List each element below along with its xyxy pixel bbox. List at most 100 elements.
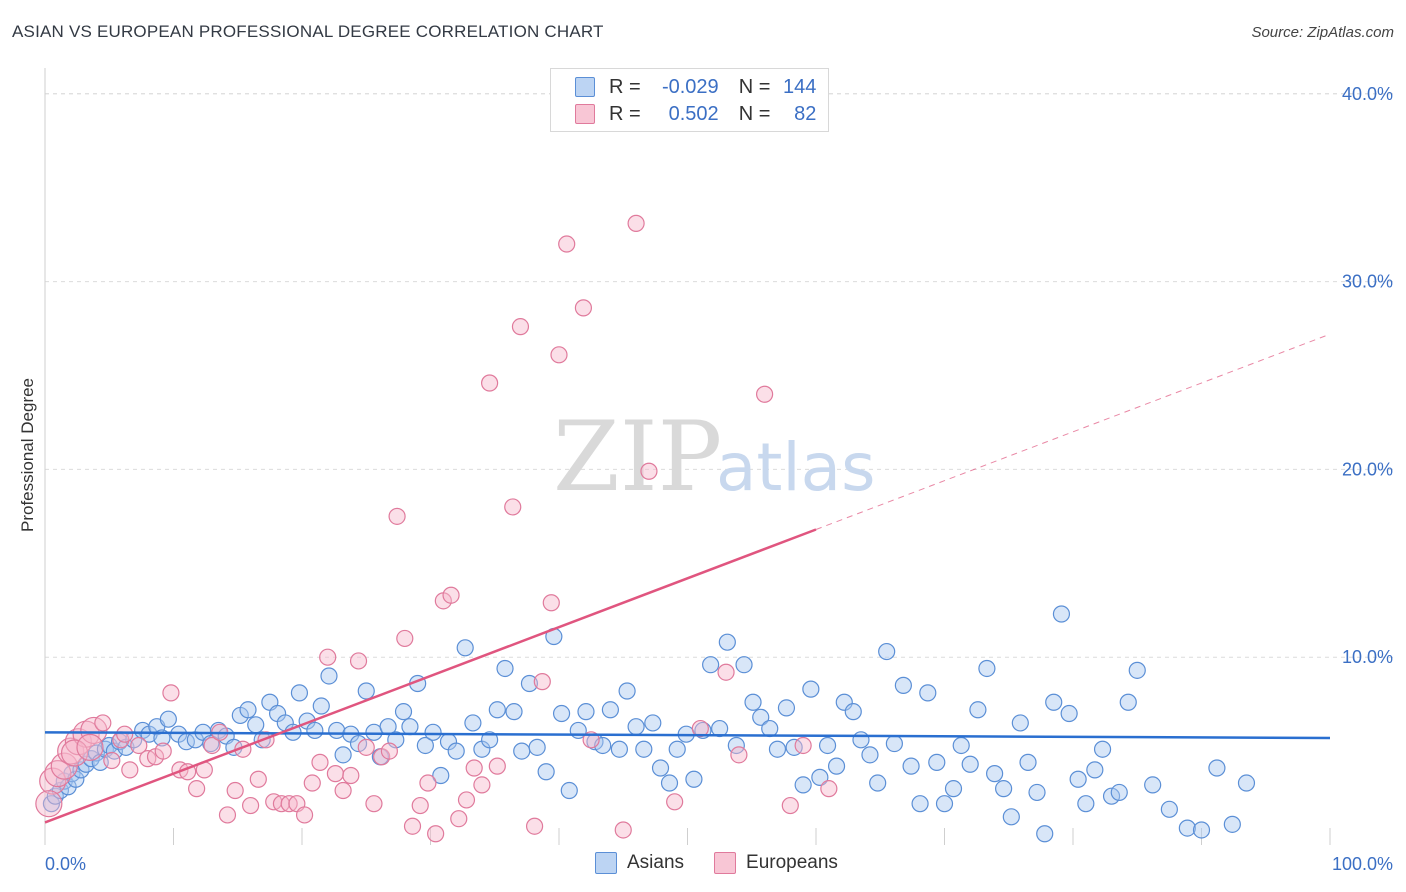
asian-point bbox=[777, 699, 796, 717]
asians-legend-label: Asians bbox=[627, 852, 685, 873]
asian-point bbox=[844, 703, 862, 721]
asian-point bbox=[159, 710, 177, 728]
legend-row-europeans: R = 0.502 N = 82 bbox=[575, 101, 816, 127]
europeans-trend-extension bbox=[815, 333, 1331, 530]
asian-point bbox=[852, 731, 870, 749]
asian-point bbox=[306, 721, 324, 740]
x-tick-label: 100.0% bbox=[1332, 854, 1393, 874]
european-point bbox=[35, 790, 63, 818]
asian-point bbox=[794, 776, 812, 794]
asian-point bbox=[394, 703, 413, 721]
correlation-legend: R = -0.029 N = 144 R = 0.502 N = 82 bbox=[550, 68, 829, 132]
y-tick-label: 40.0% bbox=[1342, 84, 1393, 104]
asian-point bbox=[1060, 704, 1078, 723]
european-point bbox=[473, 776, 491, 794]
asian-point bbox=[1052, 605, 1071, 623]
legend-n-value: 82 bbox=[794, 102, 817, 125]
asian-point bbox=[1028, 783, 1046, 802]
chart-title: ASIAN VS EUROPEAN PROFESSIONAL DEGREE CO… bbox=[12, 22, 604, 41]
asian-point bbox=[1160, 800, 1178, 818]
asian-point bbox=[752, 708, 770, 726]
asian-point bbox=[1069, 770, 1087, 788]
european-point bbox=[411, 796, 429, 815]
european-point bbox=[203, 736, 221, 755]
asian-point bbox=[505, 703, 523, 721]
asian-point bbox=[711, 719, 729, 738]
asian-point bbox=[744, 693, 762, 711]
european-point bbox=[730, 746, 748, 764]
european-point bbox=[481, 374, 499, 392]
watermark-zip: ZIP bbox=[553, 401, 722, 513]
x-tick-label: 0.0% bbox=[45, 854, 86, 874]
legend-row-asians: R = -0.029 N = 144 bbox=[575, 74, 816, 100]
asian-point bbox=[1086, 761, 1104, 779]
european-point bbox=[488, 757, 506, 775]
european-point bbox=[162, 684, 180, 702]
asian-point bbox=[986, 765, 1004, 783]
asian-point bbox=[761, 719, 779, 738]
european-point bbox=[820, 780, 838, 798]
asian-point bbox=[1178, 819, 1196, 837]
asian-point bbox=[978, 659, 996, 678]
european-point bbox=[533, 673, 551, 691]
asian-point bbox=[885, 734, 903, 753]
asian-point bbox=[935, 795, 954, 813]
asian-point bbox=[537, 763, 555, 781]
asian-point bbox=[1208, 759, 1226, 777]
asian-point bbox=[735, 656, 753, 674]
legend-item-europeans: Europeans bbox=[714, 852, 838, 874]
european-point bbox=[365, 795, 383, 813]
asian-point bbox=[618, 682, 636, 700]
legend-r-label: R = bbox=[609, 75, 641, 98]
source-label: Source: ZipAtlas.com bbox=[1251, 24, 1394, 41]
asian-point bbox=[290, 684, 309, 702]
asian-point bbox=[464, 714, 482, 732]
legend-n-value: 144 bbox=[783, 75, 817, 98]
asian-point bbox=[401, 718, 419, 736]
asian-point bbox=[702, 656, 720, 674]
asian-point bbox=[668, 740, 686, 758]
european-point bbox=[558, 235, 576, 253]
european-point bbox=[403, 817, 422, 835]
asian-point bbox=[1223, 815, 1241, 833]
asian-point bbox=[424, 723, 442, 741]
europeans-trend-line bbox=[44, 528, 817, 824]
asian-point bbox=[627, 718, 645, 736]
legend-r-value: 0.502 bbox=[668, 102, 719, 125]
asian-point bbox=[827, 757, 846, 775]
series-legend: Asians Europeans bbox=[595, 852, 868, 874]
european-point bbox=[388, 507, 406, 525]
asian-point bbox=[1036, 825, 1054, 843]
european-point bbox=[116, 725, 134, 743]
asian-point bbox=[878, 642, 896, 661]
asian-point bbox=[87, 744, 106, 762]
asian-point bbox=[1093, 740, 1112, 758]
legend-item-asians: Asians bbox=[595, 852, 684, 874]
asian-point bbox=[718, 633, 736, 651]
asian-point bbox=[969, 701, 987, 719]
asian-point bbox=[528, 738, 546, 756]
european-point bbox=[419, 774, 437, 792]
european-point bbox=[60, 739, 89, 767]
european-point bbox=[640, 462, 658, 480]
european-point bbox=[691, 719, 709, 738]
european-point bbox=[666, 793, 684, 811]
series-europeans bbox=[35, 214, 838, 843]
european-point bbox=[326, 765, 345, 783]
y-tick-label: 10.0% bbox=[1342, 647, 1393, 667]
european-point bbox=[511, 318, 530, 336]
asian-point bbox=[560, 781, 578, 800]
asian-point bbox=[961, 755, 979, 773]
europeans-legend-swatch bbox=[714, 852, 737, 874]
legend-n-label: N = bbox=[738, 75, 771, 98]
asian-point bbox=[644, 714, 662, 732]
asian-point bbox=[685, 770, 703, 788]
european-point bbox=[755, 385, 774, 403]
asian-point bbox=[239, 701, 257, 719]
european-point bbox=[349, 652, 368, 670]
european-point bbox=[614, 821, 632, 839]
grid-lines bbox=[45, 93, 1393, 658]
european-point bbox=[334, 781, 352, 800]
asian-point bbox=[811, 768, 829, 786]
european-point bbox=[319, 648, 337, 666]
